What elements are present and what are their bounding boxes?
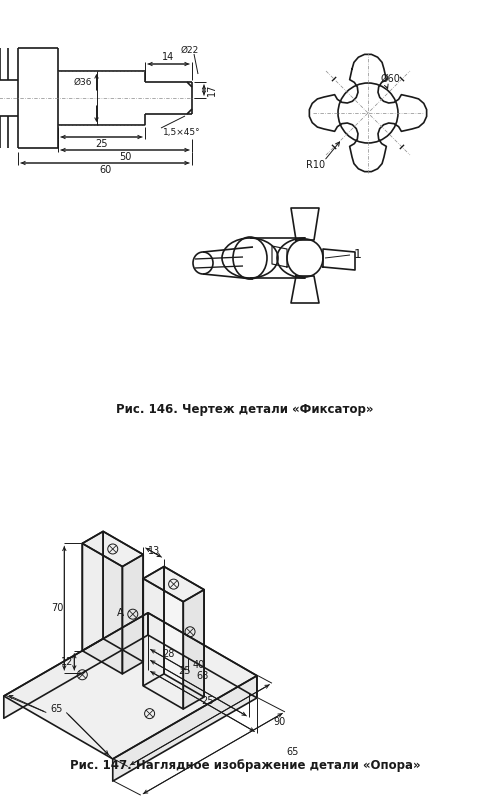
- Text: 25: 25: [95, 139, 108, 149]
- Text: 14: 14: [162, 52, 174, 62]
- Text: 60: 60: [99, 165, 111, 175]
- Text: 13: 13: [147, 546, 160, 555]
- Polygon shape: [82, 543, 122, 674]
- Polygon shape: [113, 676, 257, 781]
- Polygon shape: [148, 613, 257, 698]
- Polygon shape: [143, 567, 164, 685]
- Text: 12: 12: [61, 657, 74, 667]
- Text: 90: 90: [274, 717, 286, 727]
- Text: 1: 1: [354, 248, 362, 262]
- Text: 50: 50: [119, 152, 131, 162]
- Polygon shape: [164, 567, 204, 697]
- Polygon shape: [82, 531, 103, 650]
- Text: Рис. 147. Наглядное изображение детали «Опора»: Рис. 147. Наглядное изображение детали «…: [70, 760, 420, 772]
- Text: 70: 70: [51, 603, 64, 613]
- Text: Ø60: Ø60: [380, 74, 400, 84]
- Text: A: A: [117, 608, 124, 618]
- Polygon shape: [4, 613, 148, 718]
- Text: 25: 25: [178, 666, 190, 677]
- Text: 40: 40: [193, 660, 205, 670]
- Text: 65: 65: [287, 746, 299, 757]
- Text: 1,5×45°: 1,5×45°: [163, 128, 200, 136]
- Text: Рис. 146. Чертеж детали «Фиксатор»: Рис. 146. Чертеж детали «Фиксатор»: [116, 404, 374, 417]
- Polygon shape: [143, 567, 204, 602]
- Polygon shape: [183, 590, 204, 709]
- Text: 17: 17: [207, 84, 217, 97]
- Polygon shape: [4, 613, 257, 759]
- Text: Ø22: Ø22: [181, 45, 199, 54]
- Text: 65: 65: [50, 705, 62, 714]
- Polygon shape: [82, 531, 143, 567]
- Polygon shape: [103, 531, 143, 662]
- Text: R10: R10: [306, 160, 325, 170]
- Text: 28: 28: [162, 649, 174, 659]
- Polygon shape: [122, 555, 143, 674]
- Text: Ø36: Ø36: [73, 77, 92, 86]
- Text: 68: 68: [196, 671, 209, 681]
- Text: 25: 25: [201, 696, 214, 706]
